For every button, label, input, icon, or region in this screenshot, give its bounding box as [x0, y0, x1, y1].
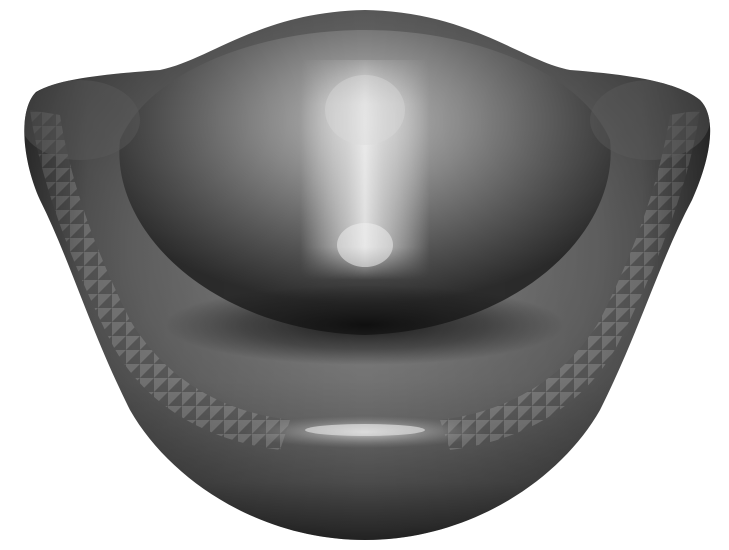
render-viewport: [24, 10, 711, 540]
mesh-render: [24, 10, 711, 540]
